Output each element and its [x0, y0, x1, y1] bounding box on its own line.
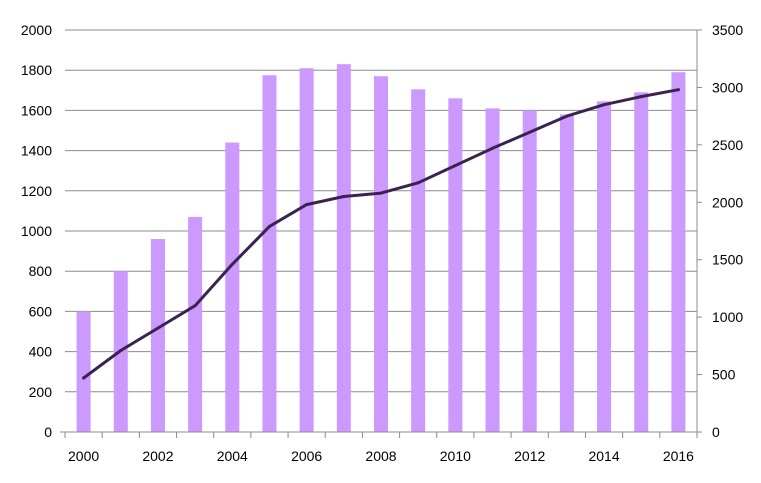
- bar-2005: [262, 75, 277, 432]
- line-point-2011: [491, 146, 495, 150]
- bar-2016: [671, 72, 686, 433]
- bar-2010: [448, 98, 463, 432]
- axes: [60, 29, 702, 438]
- tick-labels: 0 200 400 600 800 1000 1200 1400 1600 1800 2000 0 50…: [21, 22, 744, 464]
- line-point-2002: [156, 326, 160, 330]
- y-tick-label: 1600: [21, 102, 52, 118]
- line-point-2008: [379, 191, 383, 195]
- bar-2007: [336, 64, 351, 433]
- bar-2013: [559, 114, 574, 433]
- line-point-2015: [639, 95, 643, 99]
- line-point-2005: [267, 224, 271, 228]
- bar-2014: [597, 101, 612, 432]
- bar-2015: [634, 92, 649, 432]
- y2-tick-label: 0: [712, 424, 720, 440]
- line-point-2009: [416, 181, 420, 185]
- y2-tick-label: 1500: [712, 252, 743, 268]
- bar-2008: [374, 76, 388, 432]
- bar-2000: [76, 311, 91, 432]
- line-point-2013: [565, 114, 569, 118]
- x-tick-label: 2014: [588, 448, 619, 464]
- y2-tick-label: 2500: [712, 137, 743, 153]
- y2-tick-label: 500: [712, 367, 736, 383]
- line-point-2010: [453, 164, 457, 168]
- y2-tick-label: 3500: [712, 22, 743, 38]
- x-tick-label: 2008: [365, 448, 396, 464]
- line-point-2004: [230, 262, 234, 266]
- line-point-2016: [676, 88, 680, 92]
- x-tick-label: 2006: [291, 448, 322, 464]
- line-point-2007: [342, 195, 346, 199]
- y-tick-label: 200: [29, 384, 53, 400]
- x-tick-label: 2010: [440, 448, 471, 464]
- y-tick-label: 1400: [21, 143, 52, 159]
- x-tick-label: 2012: [514, 448, 545, 464]
- line-point-2003: [193, 304, 197, 308]
- bar-2012: [522, 110, 537, 433]
- bar-2002: [150, 239, 165, 432]
- y2-tick-label: 2000: [712, 194, 743, 210]
- y-tick-label: 400: [29, 344, 53, 360]
- line-point-2000: [82, 376, 86, 380]
- bar-series: [76, 64, 686, 433]
- bar-2011: [485, 108, 500, 432]
- y2-tick-label: 1000: [712, 309, 743, 325]
- y-tick-label: 1800: [21, 62, 52, 78]
- x-tick-label: 2000: [68, 448, 99, 464]
- bar-2004: [225, 142, 240, 432]
- x-tick-label: 2004: [217, 448, 248, 464]
- y-tick-label: 1000: [21, 223, 52, 239]
- y-tick-label: 2000: [21, 22, 52, 38]
- bar-2003: [188, 216, 203, 432]
- x-tick-label: 2002: [142, 448, 173, 464]
- y-tick-label: 1200: [21, 183, 52, 199]
- line-point-2014: [602, 103, 606, 107]
- y2-tick-label: 3000: [712, 79, 743, 95]
- y-tick-label: 600: [29, 303, 53, 319]
- bar-2006: [299, 68, 314, 432]
- y-tick-label: 0: [44, 424, 52, 440]
- line-point-2006: [305, 203, 309, 207]
- x-tick-label: 2016: [663, 448, 694, 464]
- line-point-2012: [528, 130, 532, 134]
- line-point-2001: [119, 348, 123, 352]
- line-series: [82, 88, 680, 380]
- bar-2009: [411, 89, 426, 433]
- y-tick-label: 800: [29, 263, 53, 279]
